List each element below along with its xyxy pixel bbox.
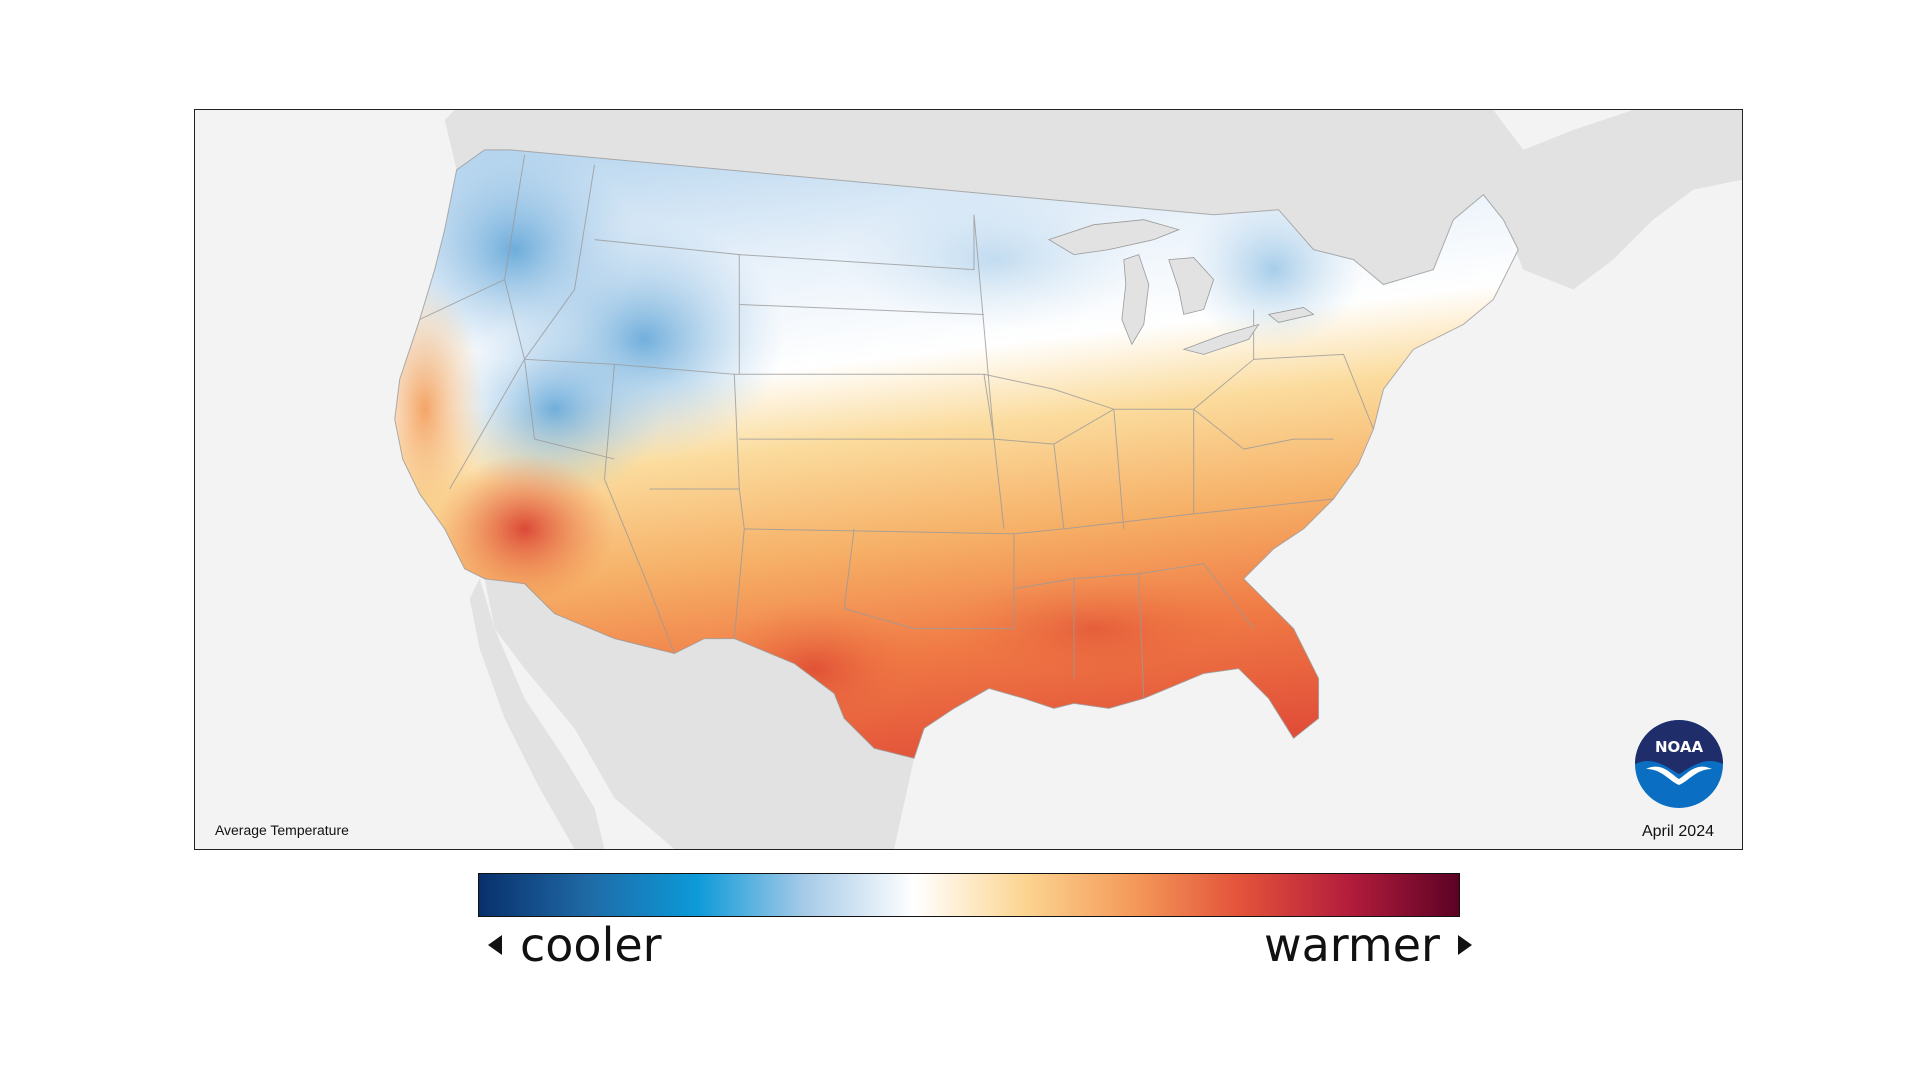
temperature-map: Average Temperature NOAA April 2024 [194, 109, 1743, 850]
noaa-logo-text: NOAA [1655, 738, 1704, 756]
legend-cooler-label: cooler [520, 918, 662, 972]
map-date: April 2024 [1641, 823, 1714, 840]
mexico-land [484, 578, 915, 849]
arrow-right-icon [1457, 935, 1472, 955]
legend-warmer-label: warmer [1264, 918, 1440, 972]
legend-warmer: warmer [1264, 914, 1472, 976]
noaa-logo: NOAA [1635, 720, 1723, 808]
canada-land [444, 110, 1742, 290]
map-canvas: Average Temperature [215, 110, 1742, 849]
lake-erie [1182, 323, 1260, 355]
baja-peninsula [469, 578, 605, 849]
lake-superior [1047, 219, 1180, 256]
color-scale-bar [478, 873, 1460, 917]
legend-cooler: cooler [488, 914, 662, 976]
lake-ontario [1267, 307, 1315, 323]
state-borders [394, 149, 1519, 759]
arrow-left-icon [488, 935, 502, 955]
lake-michigan [1121, 254, 1150, 346]
lake-huron [1168, 257, 1215, 315]
great-lakes [1047, 219, 1315, 355]
map-caption: Average Temperature [215, 822, 349, 838]
